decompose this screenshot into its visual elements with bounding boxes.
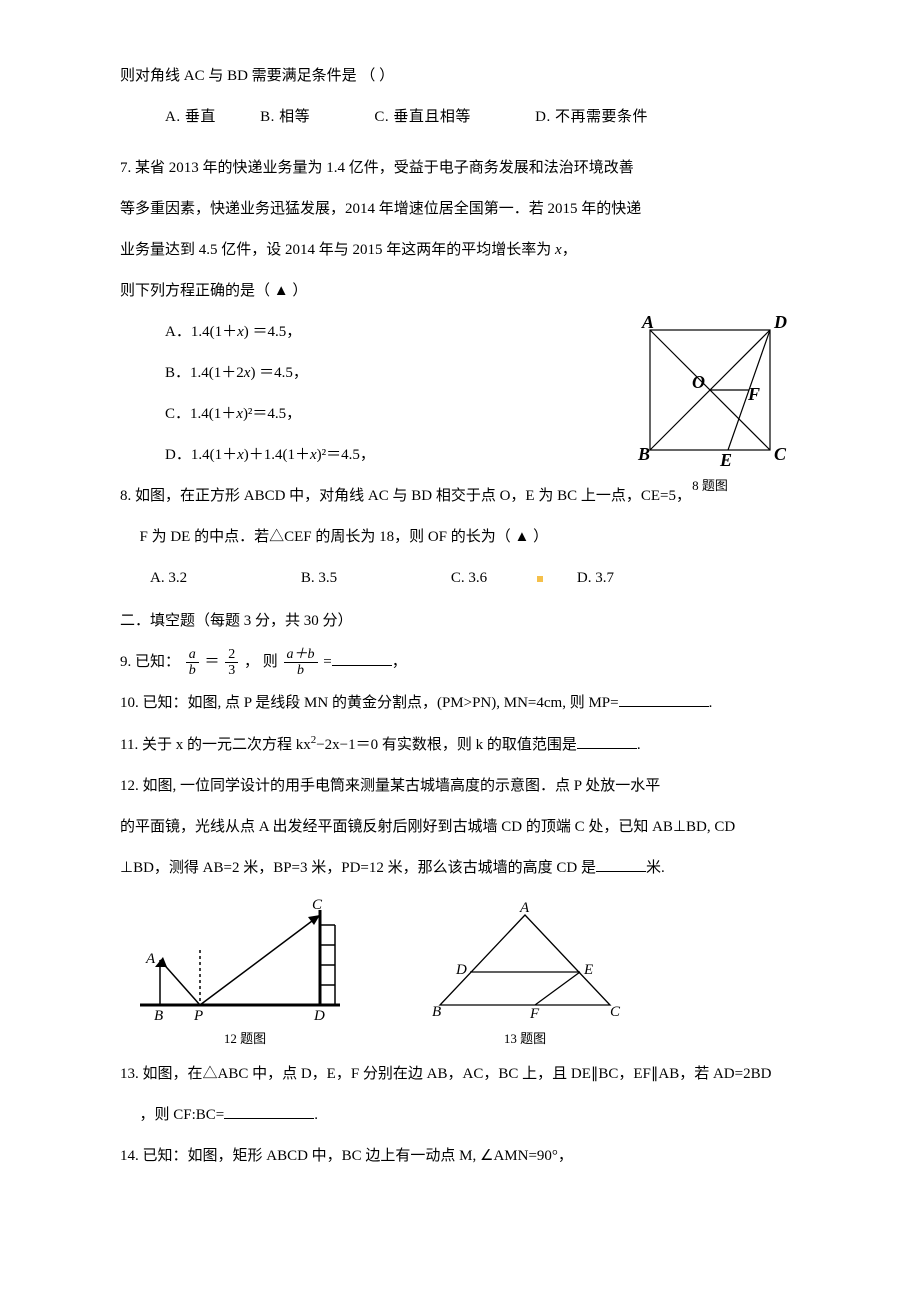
fig8-label-C: C [774, 444, 787, 464]
q7-line1: 7. 某省 2013 年的快递业务量为 1.4 亿件，受益于电子商务发展和法治环… [120, 152, 820, 185]
figure-12: A B P D C 12 题图 [130, 895, 360, 1054]
q6-stem: 则对角线 AC 与 BD 需要满足条件是 （ ） [120, 60, 820, 93]
q6-optA: A. 垂直 [165, 109, 216, 125]
fig13-E: E [583, 962, 593, 978]
q7-line4: 则下列方程正确的是（ ▲ ） [120, 275, 820, 308]
fig12-B: B [154, 1008, 163, 1024]
q9-frac3: a＋bb [284, 647, 318, 679]
figure-13: A D E B F C 13 题图 [420, 900, 630, 1054]
figure-13-caption: 13 题图 [420, 1025, 630, 1054]
fig13-C: C [610, 1004, 621, 1020]
figure-12-caption: 12 题图 [130, 1025, 360, 1054]
fig12-D: D [313, 1008, 325, 1024]
figure-12-svg: A B P D C [130, 895, 360, 1025]
fig8-label-A: A [641, 312, 654, 332]
fig8-label-E: E [719, 450, 732, 470]
q6-optB: B. 相等 [260, 109, 310, 125]
fig12-C: C [312, 897, 323, 913]
q8-choices: A. 3.2 B. 3.5 C. 3.6 D. 3.7 [120, 562, 820, 595]
q8-optC: C. 3.6 [451, 570, 487, 586]
q13-line1: 13. 如图，在△ABC 中，点 D，E，F 分别在边 AB，AC，BC 上，且… [120, 1058, 820, 1091]
fig13-A: A [519, 900, 530, 916]
q9-frac1: ab [186, 647, 199, 679]
q8-optD: D. 3.7 [577, 570, 614, 586]
fig8-label-D: D [773, 312, 787, 332]
q13-blank [224, 1103, 314, 1119]
q12-line2: 的平面镜，光线从点 A 出发经平面镜反射后刚好到古城墙 CD 的顶端 C 处，已… [120, 811, 820, 844]
figure-8-caption: 8 题图 [610, 472, 810, 501]
q9-blank [332, 650, 392, 666]
fig13-B: B [432, 1004, 441, 1020]
q10-blank [619, 691, 709, 707]
q7-line3: 业务量达到 4.5 亿件，设 2014 年与 2015 年这两年的平均增长率为 … [120, 234, 820, 267]
fig8-label-F: F [747, 384, 760, 404]
q8-optA: A. 3.2 [150, 570, 187, 586]
q9-frac2: 23 [225, 647, 238, 679]
fig8-label-B: B [637, 444, 650, 464]
q12-line1: 12. 如图, 一位同学设计的用手电筒来测量某古城墙高度的示意图．点 P 处放一… [120, 770, 820, 803]
q8-optB: B. 3.5 [301, 570, 337, 586]
q6-choices: A. 垂直 B. 相等 C. 垂直且相等 D. 不再需要条件 [120, 101, 820, 134]
section-2-header: 二．填空题（每题 3 分，共 30 分） [120, 605, 820, 638]
q12-line3: ⊥BD，测得 AB=2 米，BP=3 米，PD=12 米，那么该古城墙的高度 C… [120, 852, 820, 885]
q7-var-x: x [555, 242, 562, 258]
fig12-P: P [193, 1008, 203, 1024]
q6-optC: C. 垂直且相等 [374, 109, 471, 125]
q7-line2: 等多重因素，快递业务迅猛发展，2014 年增速位居全国第一．若 2015 年的快… [120, 193, 820, 226]
figure-row: A B P D C 12 题图 A D E B F C [130, 895, 820, 1054]
q8-line2: F 为 DE 的中点．若△CEF 的周长为 18，则 OF 的长为（ ▲ ） [120, 521, 820, 554]
fig13-F: F [529, 1006, 540, 1022]
q11: 11. 关于 x 的一元二次方程 kx2−2x−1＝0 有实数根，则 k 的取值… [120, 728, 820, 762]
q14: 14. 已知：如图，矩形 ABCD 中，BC 边上有一动点 M, ∠AMN=90… [120, 1140, 820, 1173]
q10: 10. 已知：如图, 点 P 是线段 MN 的黄金分割点，(PM>PN), MN… [120, 687, 820, 720]
fig8-label-O: O [692, 372, 705, 392]
q13-line2: ，则 CF:BC=. [120, 1099, 820, 1132]
fig13-D: D [455, 962, 467, 978]
figure-8: A D B C E O F 8 题图 [610, 310, 810, 501]
q9: 9. 已知： ab ＝ 23 ， 则 a＋bb =， [120, 646, 820, 679]
q11-blank [577, 733, 637, 749]
figure-8-svg: A D B C E O F [620, 310, 800, 470]
marker-dot-icon [537, 576, 543, 582]
q6-optD: D. 不再需要条件 [535, 109, 648, 125]
figure-13-svg: A D E B F C [420, 900, 630, 1025]
fig12-A: A [145, 951, 156, 967]
q12-blank [596, 856, 646, 872]
